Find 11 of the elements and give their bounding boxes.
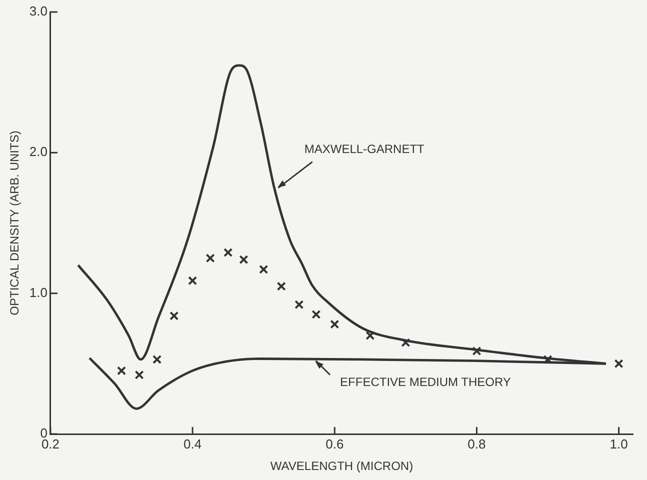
y-tick-label: 2.0 [29,144,48,160]
annotation: EFFECTIVE MEDIUM THEORY [340,375,511,390]
x-tick-label: 1.0 [610,436,628,452]
x-tick-label: 0.8 [468,436,486,452]
x-axis-title: WAVELENGTH (MICRON) [270,459,414,474]
y-tick-label: 1.0 [29,284,48,300]
x-tick-label: 0.6 [326,436,344,452]
annotation: MAXWELL-GARNETT [304,142,426,156]
y-tick-label: 3.0 [29,4,48,19]
x-tick-label: 0.4 [184,436,202,452]
y-axis-title: OPTICAL DENSITY (ARB. UNITS) [8,130,22,316]
